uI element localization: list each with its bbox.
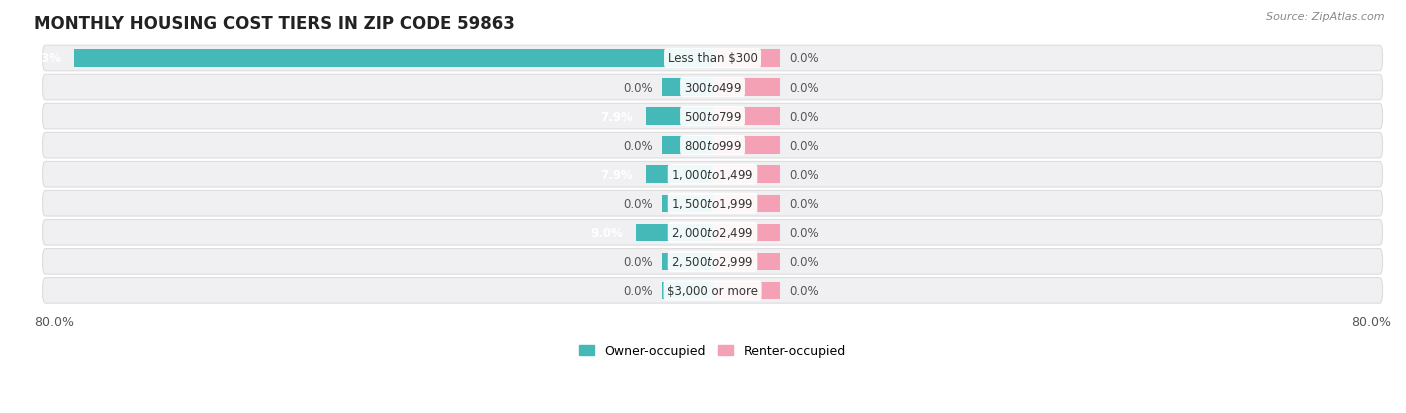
Bar — [713, 79, 780, 97]
Text: 75.3%: 75.3% — [20, 52, 62, 65]
Text: $1,000 to $1,499: $1,000 to $1,499 — [671, 168, 754, 182]
Text: $2,500 to $2,999: $2,500 to $2,999 — [671, 255, 754, 269]
Text: 0.0%: 0.0% — [789, 226, 818, 239]
Text: $500 to $799: $500 to $799 — [683, 110, 741, 123]
Bar — [662, 137, 713, 154]
Text: 0.0%: 0.0% — [789, 168, 818, 181]
Text: 0.0%: 0.0% — [789, 81, 818, 94]
Text: 0.0%: 0.0% — [623, 139, 654, 152]
Bar — [713, 166, 780, 183]
Text: 0.0%: 0.0% — [789, 110, 818, 123]
Text: $2,000 to $2,499: $2,000 to $2,499 — [671, 226, 754, 240]
Text: 7.9%: 7.9% — [600, 168, 633, 181]
Text: 0.0%: 0.0% — [623, 284, 654, 297]
Bar — [713, 137, 780, 154]
Text: MONTHLY HOUSING COST TIERS IN ZIP CODE 59863: MONTHLY HOUSING COST TIERS IN ZIP CODE 5… — [34, 15, 515, 33]
Text: $3,000 or more: $3,000 or more — [666, 284, 758, 297]
Bar — [713, 224, 780, 242]
Text: 9.0%: 9.0% — [591, 226, 623, 239]
FancyBboxPatch shape — [42, 46, 1382, 71]
Bar — [713, 50, 780, 68]
Text: 0.0%: 0.0% — [623, 81, 654, 94]
Text: 0.0%: 0.0% — [789, 52, 818, 65]
Bar — [713, 195, 780, 212]
Text: $1,500 to $1,999: $1,500 to $1,999 — [671, 197, 754, 211]
Bar — [713, 253, 780, 271]
FancyBboxPatch shape — [42, 220, 1382, 245]
FancyBboxPatch shape — [42, 191, 1382, 216]
FancyBboxPatch shape — [42, 104, 1382, 130]
Text: 0.0%: 0.0% — [789, 284, 818, 297]
FancyBboxPatch shape — [42, 133, 1382, 159]
Bar — [713, 108, 780, 126]
Bar — [662, 79, 713, 97]
Text: 0.0%: 0.0% — [623, 255, 654, 268]
Text: 0.0%: 0.0% — [789, 197, 818, 210]
Bar — [645, 108, 713, 126]
Text: 0.0%: 0.0% — [789, 139, 818, 152]
Text: 7.9%: 7.9% — [600, 110, 633, 123]
FancyBboxPatch shape — [42, 75, 1382, 101]
Bar — [662, 195, 713, 212]
Text: $800 to $999: $800 to $999 — [683, 139, 741, 152]
Bar — [662, 253, 713, 271]
Bar — [636, 224, 713, 242]
Bar — [75, 50, 713, 68]
Legend: Owner-occupied, Renter-occupied: Owner-occupied, Renter-occupied — [575, 339, 851, 363]
Text: 80.0%: 80.0% — [1351, 315, 1391, 328]
Bar — [713, 282, 780, 299]
FancyBboxPatch shape — [42, 162, 1382, 188]
Bar — [662, 282, 713, 299]
FancyBboxPatch shape — [42, 249, 1382, 275]
Text: 0.0%: 0.0% — [623, 197, 654, 210]
Text: Source: ZipAtlas.com: Source: ZipAtlas.com — [1267, 12, 1385, 22]
FancyBboxPatch shape — [42, 278, 1382, 304]
Text: 0.0%: 0.0% — [789, 255, 818, 268]
Text: $300 to $499: $300 to $499 — [683, 81, 741, 94]
Bar — [645, 166, 713, 183]
Text: 80.0%: 80.0% — [34, 315, 75, 328]
Text: Less than $300: Less than $300 — [668, 52, 758, 65]
